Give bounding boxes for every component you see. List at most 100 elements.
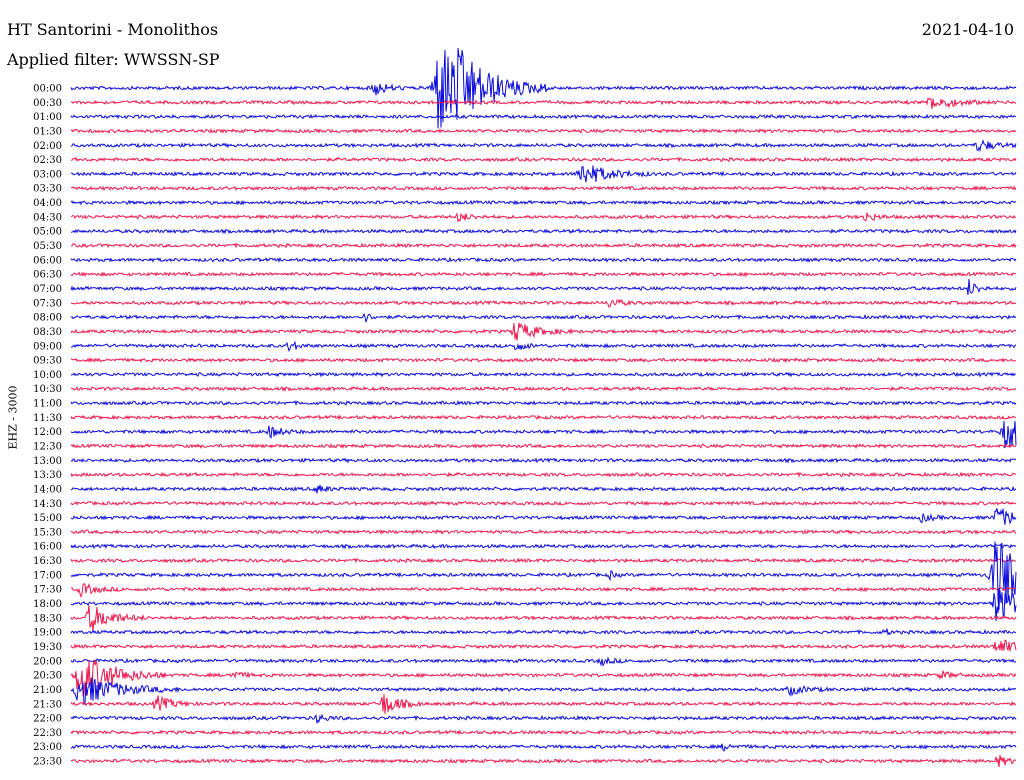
time-label: 10:30 xyxy=(33,384,62,395)
time-label: 00:00 xyxy=(33,84,62,95)
station-title: HT Santorini - Monolithos xyxy=(7,20,219,39)
trace-line xyxy=(70,500,1017,507)
time-label: 04:30 xyxy=(33,212,62,223)
trace-line xyxy=(70,322,1017,341)
time-label: 08:00 xyxy=(33,313,62,324)
time-label: 22:30 xyxy=(33,728,62,739)
time-label: 14:00 xyxy=(33,484,62,495)
trace-line xyxy=(70,713,1017,724)
time-label: 20:30 xyxy=(33,671,62,682)
time-label: 07:00 xyxy=(33,284,62,295)
time-label: 17:30 xyxy=(33,585,62,596)
trace-line xyxy=(71,582,1017,599)
time-label: 08:30 xyxy=(33,327,62,338)
trace-line xyxy=(70,199,1017,206)
trace-line xyxy=(70,528,1017,536)
trace-line xyxy=(70,543,1017,550)
time-label: 09:30 xyxy=(33,356,62,367)
time-label: 13:30 xyxy=(33,470,62,481)
time-label: 06:30 xyxy=(33,270,62,281)
time-label: 00:30 xyxy=(33,98,62,109)
trace-line xyxy=(70,677,1017,705)
time-label: 19:30 xyxy=(33,642,62,653)
time-label: 23:30 xyxy=(33,757,62,768)
trace-line xyxy=(70,471,1017,478)
trace-line xyxy=(70,298,1017,308)
time-label: 22:00 xyxy=(33,714,62,725)
trace-line xyxy=(70,628,1017,636)
time-label: 03:00 xyxy=(33,169,62,180)
trace-line xyxy=(70,541,1017,610)
trace-line xyxy=(70,340,1017,353)
trace-line xyxy=(70,228,1017,235)
time-label: 21:00 xyxy=(33,685,62,696)
trace-line xyxy=(70,127,1017,135)
time-label: 17:00 xyxy=(33,570,62,581)
time-label: 19:00 xyxy=(33,628,62,639)
time-label: 12:30 xyxy=(33,442,62,453)
trace-line xyxy=(71,371,1017,378)
trace-line xyxy=(70,278,1017,295)
time-label: 15:00 xyxy=(33,513,62,524)
trace-line xyxy=(70,399,1017,407)
trace-line xyxy=(70,48,1017,129)
trace-line xyxy=(70,729,1017,736)
time-label: 03:30 xyxy=(33,184,62,195)
trace-line xyxy=(70,755,1017,767)
time-label: 18:30 xyxy=(33,613,62,624)
trace-line xyxy=(70,242,1017,249)
trace-line xyxy=(70,639,1017,652)
trace-line xyxy=(70,659,1017,697)
trace-line xyxy=(70,165,1017,183)
time-label: 13:00 xyxy=(33,456,62,467)
trace-line xyxy=(70,97,1017,110)
time-label: 11:00 xyxy=(33,399,62,410)
trace-line xyxy=(70,256,1017,263)
time-label: 05:30 xyxy=(33,241,62,252)
time-label: 23:00 xyxy=(33,742,62,753)
trace-line xyxy=(70,139,1017,153)
time-label: 14:30 xyxy=(33,499,62,510)
time-label: 18:00 xyxy=(33,599,62,610)
trace-line xyxy=(70,508,1017,525)
trace-line xyxy=(70,414,1017,421)
time-label: 15:30 xyxy=(33,527,62,538)
trace-line xyxy=(70,156,1017,163)
trace-line xyxy=(70,442,1017,450)
trace-line xyxy=(70,356,1017,364)
trace-line xyxy=(70,185,1017,192)
date-label: 2021-04-10 xyxy=(921,20,1014,39)
trace-line xyxy=(70,587,1017,621)
time-label: 02:00 xyxy=(33,141,62,152)
trace-line xyxy=(70,420,1017,449)
time-label: 09:00 xyxy=(33,341,62,352)
filter-label: Applied filter: WWSSN-SP xyxy=(7,50,220,69)
trace-line xyxy=(70,605,1017,632)
time-label: 10:00 xyxy=(33,370,62,381)
time-label: 16:30 xyxy=(33,556,62,567)
time-label: 05:00 xyxy=(33,227,62,238)
time-label: 20:00 xyxy=(33,656,62,667)
trace-line xyxy=(70,270,1017,278)
trace-line xyxy=(70,743,1017,752)
time-label: 01:30 xyxy=(33,126,62,137)
time-label: 01:00 xyxy=(33,112,62,123)
trace-line xyxy=(70,312,1017,323)
trace-line xyxy=(70,113,1017,120)
time-label: 12:00 xyxy=(33,427,62,438)
time-label: 16:00 xyxy=(33,542,62,553)
trace-line xyxy=(70,212,1017,223)
trace-line xyxy=(70,694,1017,714)
time-label: 11:30 xyxy=(33,413,62,424)
trace-line xyxy=(70,557,1017,564)
trace-line xyxy=(70,385,1017,392)
trace-line xyxy=(70,656,1017,667)
time-label: 02:30 xyxy=(33,155,62,166)
trace-line xyxy=(70,457,1017,464)
trace-line xyxy=(70,484,1017,494)
time-label: 04:00 xyxy=(33,198,62,209)
time-label: 07:30 xyxy=(33,298,62,309)
time-label: 06:00 xyxy=(33,255,62,266)
time-label: 21:30 xyxy=(33,699,62,710)
